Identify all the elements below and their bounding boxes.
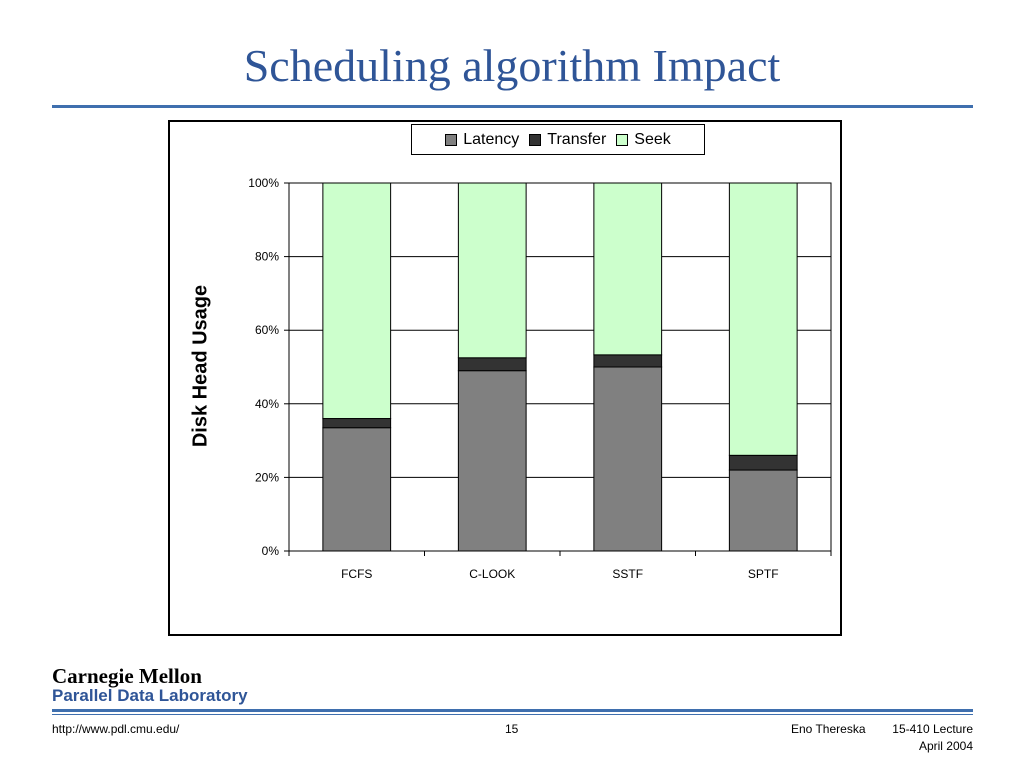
chart-legend: Latency Transfer Seek [411,124,705,155]
legend-swatch-transfer [529,133,542,146]
legend-item-seek: Seek [616,130,671,149]
bar-seek-c-look [457,182,527,359]
bar-latency-sptf [728,469,798,552]
x-tick-label: C-LOOK [469,567,515,581]
bar-latency-c-look [457,370,527,552]
footer-divider-thin [52,714,973,715]
legend-label-seek: Seek [634,130,671,148]
y-tick-label: 40% [255,397,279,411]
footer-date: April 2004 [918,739,973,753]
y-axis-label: Disk Head Usage [189,284,212,448]
footer-url: http://www.pdl.cmu.edu/ [52,722,180,736]
title-divider [52,105,973,108]
logo-carnegie-mellon: Carnegie Mellon [52,664,202,688]
legend-label-transfer: Transfer [547,130,607,148]
page-number: 15 [505,722,519,736]
legend-item-latency: Latency [445,131,519,149]
footer-divider-thick [52,709,973,712]
y-tick-label: 0% [262,544,280,558]
bar-seek-fcfs [322,182,392,420]
footer-lecture: 15-410 Lecture [892,722,973,736]
bar-transfer-sstf [593,354,663,368]
footer-author: Eno Thereska [791,722,866,736]
x-tick-label: SSTF [612,567,643,581]
y-tick-label: 80% [255,250,279,264]
bar-transfer-fcfs [322,418,392,429]
legend-swatch-seek [616,133,629,146]
y-tick-label: 100% [248,176,279,190]
logo-parallel-data-lab: Parallel Data Laboratory [52,686,248,705]
legend-label-latency: Latency [463,130,520,148]
bar-latency-sstf [593,366,663,552]
y-tick-label: 60% [255,323,279,337]
bar-transfer-sptf [728,454,798,471]
bar-latency-fcfs [322,427,392,552]
bar-transfer-c-look [457,357,527,372]
x-tick-label: SPTF [748,567,779,581]
legend-item-transfer: Transfer [529,131,606,149]
slide-title: Scheduling algorithm Impact [243,40,781,91]
x-tick-label: FCFS [341,567,372,581]
y-tick-label: 20% [255,470,279,484]
legend-swatch-latency [445,133,458,146]
bar-seek-sptf [728,182,798,456]
bar-seek-sstf [593,182,663,356]
